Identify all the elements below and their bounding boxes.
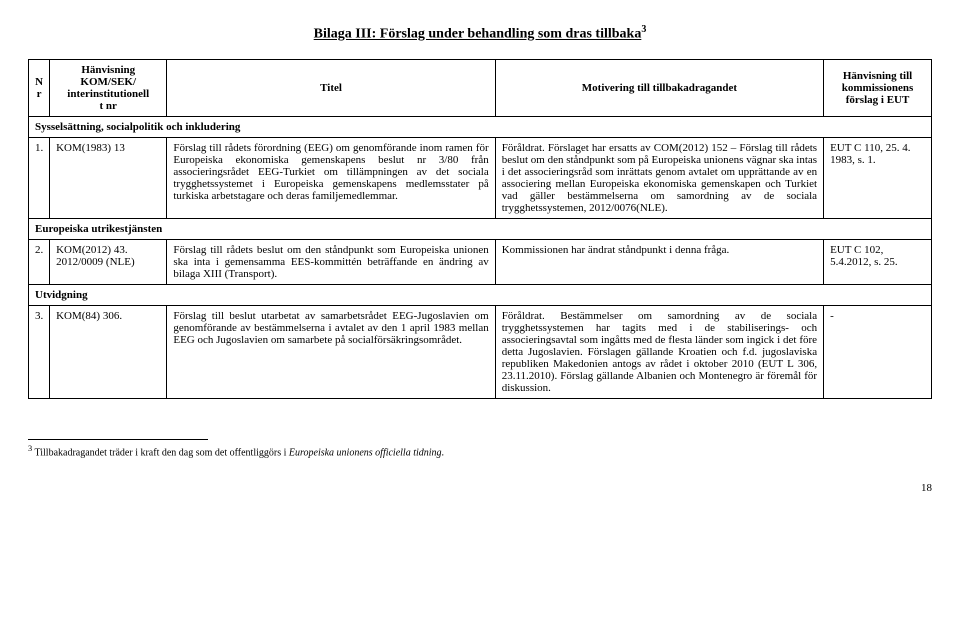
- section-1-label: Sysselsättning, socialpolitik och inklud…: [29, 116, 932, 137]
- page-title: Bilaga III: Förslag under behandling som…: [28, 24, 932, 43]
- section-row-3: Utvidgning: [29, 284, 932, 305]
- page-title-text: Bilaga III: Förslag under behandling som…: [314, 27, 642, 42]
- cell-r2-motiv: Kommissionen har ändrat ståndpunkt i den…: [495, 239, 823, 284]
- section-row-2: Europeiska utrikestjänsten: [29, 218, 932, 239]
- footnote-italic: Europeiska unionens officiella tidning: [289, 447, 442, 458]
- cell-r3-hanv: -: [824, 305, 932, 398]
- cell-r3-n: 3.: [29, 305, 50, 398]
- header-hanv: Hänvisning till kommissionens förslag i …: [824, 59, 932, 116]
- table-row: 2. KOM(2012) 43. 2012/0009 (NLE) Förslag…: [29, 239, 932, 284]
- cell-r3-motiv: Föråldrat. Bestämmelser om samordning av…: [495, 305, 823, 398]
- table-row: 3. KOM(84) 306. Förslag till beslut utar…: [29, 305, 932, 398]
- footnote-divider: [28, 439, 208, 440]
- header-motiv: Motivering till tillbakadragandet: [495, 59, 823, 116]
- main-table: N r Hänvisning KOM/SEK/ interinstitution…: [28, 59, 932, 399]
- cell-r1-title: Förslag till rådets förordning (EEG) om …: [167, 137, 495, 218]
- cell-r3-title: Förslag till beslut utarbetat av samarbe…: [167, 305, 495, 398]
- cell-r2-n: 2.: [29, 239, 50, 284]
- cell-r2-hanv: EUT C 102, 5.4.2012, s. 25.: [824, 239, 932, 284]
- footnote-text: Tillbakadragandet träder i kraft den dag…: [32, 447, 289, 458]
- cell-r3-ref: KOM(84) 306.: [50, 305, 167, 398]
- header-ref: Hänvisning KOM/SEK/ interinstitutionell …: [50, 59, 167, 116]
- section-3-label: Utvidgning: [29, 284, 932, 305]
- header-title: Titel: [167, 59, 495, 116]
- header-row: N r Hänvisning KOM/SEK/ interinstitution…: [29, 59, 932, 116]
- page-number: 18: [28, 482, 932, 494]
- cell-r2-title: Förslag till rådets beslut om den ståndp…: [167, 239, 495, 284]
- page-title-sup: 3: [641, 24, 646, 35]
- section-row-1: Sysselsättning, socialpolitik och inklud…: [29, 116, 932, 137]
- cell-r1-hanv: EUT C 110, 25. 4. 1983, s. 1.: [824, 137, 932, 218]
- cell-r2-ref: KOM(2012) 43. 2012/0009 (NLE): [50, 239, 167, 284]
- cell-r1-n: 1.: [29, 137, 50, 218]
- footnote-after: .: [442, 447, 445, 458]
- cell-r1-motiv: Föråldrat. Förslaget har ersatts av COM(…: [495, 137, 823, 218]
- table-row: 1. KOM(1983) 13 Förslag till rådets föro…: [29, 137, 932, 218]
- footnote: 3 Tillbakadragandet träder i kraft den d…: [28, 444, 932, 458]
- cell-r1-ref: KOM(1983) 13: [50, 137, 167, 218]
- section-2-label: Europeiska utrikestjänsten: [29, 218, 932, 239]
- header-n: N r: [29, 59, 50, 116]
